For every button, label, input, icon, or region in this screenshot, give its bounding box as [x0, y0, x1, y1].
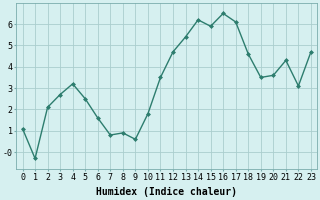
- X-axis label: Humidex (Indice chaleur): Humidex (Indice chaleur): [96, 187, 237, 197]
